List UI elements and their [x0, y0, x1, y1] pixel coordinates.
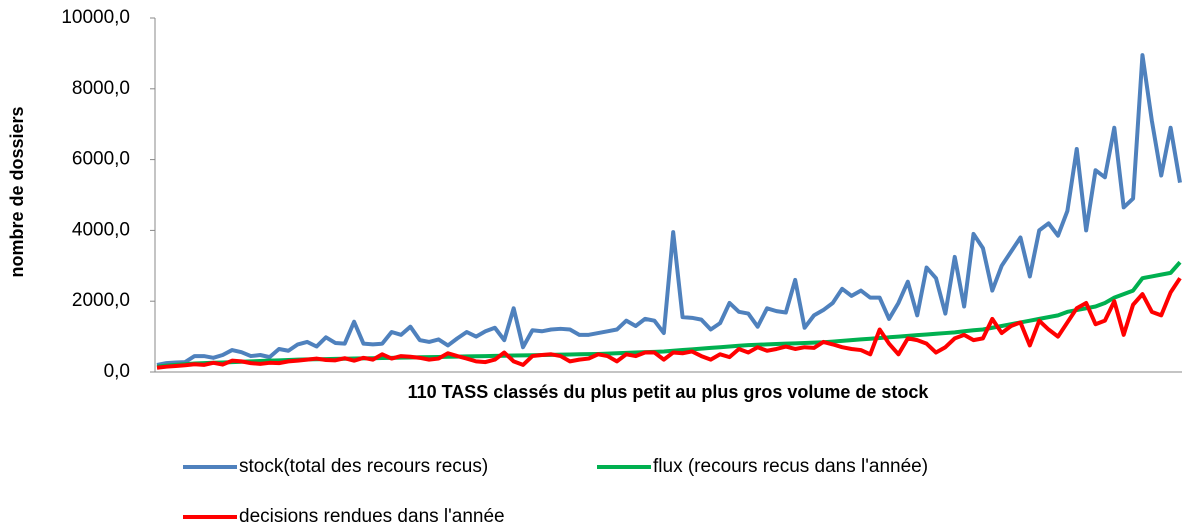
legend-label: decisions rendues dans l'année	[239, 506, 505, 527]
legend-label: flux (recours recus dans l'année)	[653, 456, 928, 477]
y-tick-label: 2000,0	[72, 290, 130, 311]
y-tick-label: 6000,0	[72, 149, 130, 170]
y-tick-label: 0,0	[104, 361, 130, 382]
x-axis-label: 110 TASS classés du plus petit au plus g…	[408, 382, 930, 402]
series-line	[156, 53, 1182, 367]
legend-label: stock(total des recours recus)	[239, 456, 488, 477]
y-tick-label: 4000,0	[72, 219, 130, 240]
y-axis-label: nombre de dossiers	[7, 106, 27, 277]
series-line	[156, 277, 1182, 370]
y-tick-label: 10000,0	[61, 7, 130, 28]
y-tick-label: 8000,0	[72, 78, 130, 99]
